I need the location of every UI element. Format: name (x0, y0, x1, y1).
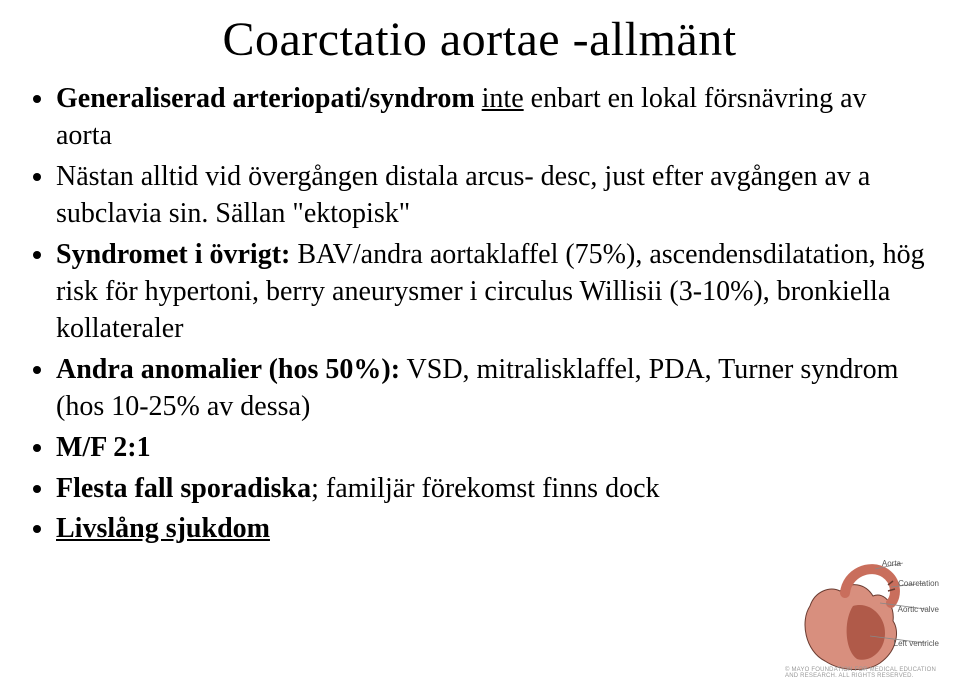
bullet-item: Nästan alltid vid övergången distala arc… (56, 159, 929, 233)
bullet-bold: Flesta fall sporadiska (56, 473, 311, 504)
heart-diagram: Aorta Coarctation Aortic valve Left vent… (785, 551, 945, 681)
figure-credit: © MAYO FOUNDATION FOR MEDICAL EDUCATION … (785, 667, 941, 679)
bullet-item: Generaliserad arteriopati/syndrom inte e… (56, 81, 929, 155)
heart-icon (785, 551, 945, 681)
slide-title: Coarctatio aortae -allmänt (30, 12, 929, 67)
bullet-item: Syndromet i övrigt: BAV/andra aortaklaff… (56, 237, 929, 348)
figure-label-lv: Left ventricle (894, 639, 939, 648)
bullet-bold: Generaliserad arteriopati/syndrom (56, 83, 475, 114)
figure-label-coarctation: Coarctation (898, 579, 939, 588)
bullet-list: Generaliserad arteriopati/syndrom inte e… (30, 81, 929, 548)
slide: Coarctatio aortae -allmänt Generaliserad… (0, 0, 959, 695)
bullet-item: Andra anomalier (hos 50%): VSD, mitralis… (56, 352, 929, 426)
bullet-bold: Andra anomalier (hos 50%): (56, 354, 400, 385)
bullet-text: Nästan alltid vid övergången distala arc… (56, 161, 870, 229)
bullet-bold: Syndromet i övrigt: (56, 239, 290, 270)
bullet-item: Livslång sjukdom (56, 511, 929, 548)
bullet-bold-underline: Livslång sjukdom (56, 513, 270, 544)
bullet-text: ; familjär förekomst finns dock (311, 473, 659, 504)
figure-label-aorta: Aorta (882, 559, 901, 568)
bullet-item: Flesta fall sporadiska; familjär förekom… (56, 471, 929, 508)
bullet-bold: M/F 2:1 (56, 432, 151, 463)
figure-label-valve: Aortic valve (898, 605, 939, 614)
bullet-item: M/F 2:1 (56, 430, 929, 467)
bullet-text (475, 83, 482, 114)
bullet-underline: inte (482, 83, 524, 114)
